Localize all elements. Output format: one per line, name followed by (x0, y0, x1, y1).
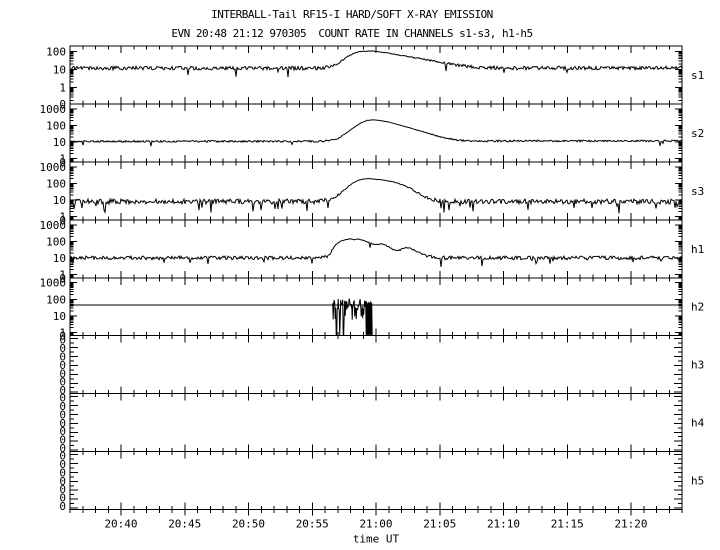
svg-text:20:50: 20:50 (232, 518, 265, 531)
svg-text:0: 0 (59, 442, 66, 455)
svg-text:10: 10 (53, 64, 66, 77)
svg-text:time UT: time UT (353, 533, 400, 546)
svg-text:21:15: 21:15 (551, 518, 584, 531)
svg-text:1000: 1000 (40, 277, 67, 290)
svg-text:0: 0 (59, 466, 66, 479)
svg-text:1: 1 (59, 326, 66, 339)
svg-text:1: 1 (59, 211, 66, 224)
svg-text:10: 10 (53, 310, 66, 323)
svg-text:1: 1 (59, 153, 66, 166)
svg-text:1000: 1000 (40, 161, 67, 174)
svg-text:0: 0 (59, 425, 66, 438)
svg-text:100: 100 (46, 293, 66, 306)
svg-text:0: 0 (59, 98, 66, 111)
svg-text:100: 100 (46, 177, 66, 190)
panel-h1: h1 1000 100 10 10 (40, 219, 705, 285)
trace-s2 (69, 119, 683, 147)
svg-text:0: 0 (59, 400, 66, 413)
svg-text:20:40: 20:40 (104, 518, 137, 531)
svg-text:1000: 1000 (40, 219, 67, 232)
svg-text:100: 100 (46, 235, 66, 248)
svg-text:h1: h1 (691, 243, 704, 256)
svg-text:100: 100 (46, 119, 66, 132)
svg-text:10: 10 (53, 136, 66, 149)
svg-text:0: 0 (59, 334, 66, 347)
svg-text:0: 0 (59, 350, 66, 363)
svg-text:s2: s2 (691, 127, 704, 140)
panel-s2: s2 1000 100 10 10 (40, 103, 705, 169)
chart-subtitle: EVN 20:48 21:12 970305 COUNT RATE IN CHA… (171, 27, 533, 40)
svg-text:1: 1 (59, 268, 66, 281)
svg-text:0: 0 (59, 483, 66, 496)
svg-text:s3: s3 (691, 185, 704, 198)
svg-text:21:20: 21:20 (614, 518, 647, 531)
svg-text:0: 0 (59, 434, 66, 447)
svg-text:0: 0 (59, 450, 66, 463)
svg-text:0: 0 (59, 408, 66, 421)
svg-text:s1: s1 (691, 69, 704, 82)
trace-h1 (69, 238, 683, 268)
svg-text:20:45: 20:45 (168, 518, 201, 531)
chart-title: INTERBALL-Tail RF15-I HARD/SOFT X-RAY EM… (211, 8, 493, 21)
trace-s3 (69, 178, 683, 215)
svg-text:21:00: 21:00 (359, 518, 392, 531)
svg-text:h2: h2 (691, 301, 704, 314)
svg-text:10: 10 (53, 194, 66, 207)
svg-text:h3: h3 (691, 359, 704, 372)
svg-text:0: 0 (59, 458, 66, 471)
svg-text:10: 10 (53, 252, 66, 265)
svg-text:0: 0 (59, 392, 66, 405)
svg-text:0: 0 (59, 359, 66, 372)
svg-text:0: 0 (59, 214, 66, 227)
trace-s1 (69, 50, 683, 78)
svg-text:0: 0 (59, 500, 66, 513)
svg-text:h5: h5 (691, 475, 704, 488)
svg-text:0: 0 (59, 156, 66, 169)
panel-s3: s3 1000 100 10 10 (40, 161, 705, 227)
panel-h2: h2 1000 100 10 10 (40, 277, 705, 343)
svg-text:0: 0 (59, 384, 66, 397)
svg-text:1000: 1000 (40, 103, 67, 116)
traces (69, 50, 683, 336)
svg-text:20:55: 20:55 (296, 518, 329, 531)
svg-text:0: 0 (59, 367, 66, 380)
svg-text:0: 0 (59, 376, 66, 389)
svg-text:0: 0 (59, 417, 66, 430)
svg-text:0: 0 (59, 330, 66, 343)
trace-h2 (70, 298, 682, 336)
svg-text:100: 100 (46, 45, 66, 58)
svg-text:0: 0 (59, 272, 66, 285)
svg-text:h4: h4 (691, 417, 705, 430)
svg-text:0: 0 (59, 475, 66, 488)
axes: s11001010s210001001010s310001001010h1100… (40, 45, 705, 545)
svg-text:0: 0 (59, 492, 66, 505)
svg-text:21:10: 21:10 (487, 518, 520, 531)
svg-text:1: 1 (59, 82, 66, 95)
svg-text:21:05: 21:05 (423, 518, 456, 531)
svg-text:0: 0 (59, 342, 66, 355)
